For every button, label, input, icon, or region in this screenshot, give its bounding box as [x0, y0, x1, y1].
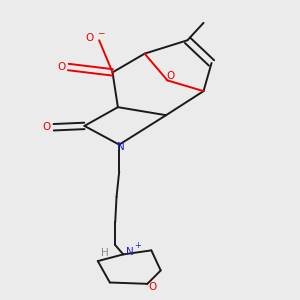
Text: +: + — [134, 241, 141, 250]
Text: H: H — [101, 248, 109, 258]
Text: O: O — [85, 33, 94, 43]
Text: O: O — [166, 71, 174, 81]
Text: O: O — [58, 62, 66, 72]
Text: N: N — [126, 247, 134, 257]
Text: O: O — [43, 122, 51, 132]
Text: N: N — [117, 142, 124, 152]
Text: O: O — [148, 281, 157, 292]
Text: −: − — [97, 28, 104, 37]
